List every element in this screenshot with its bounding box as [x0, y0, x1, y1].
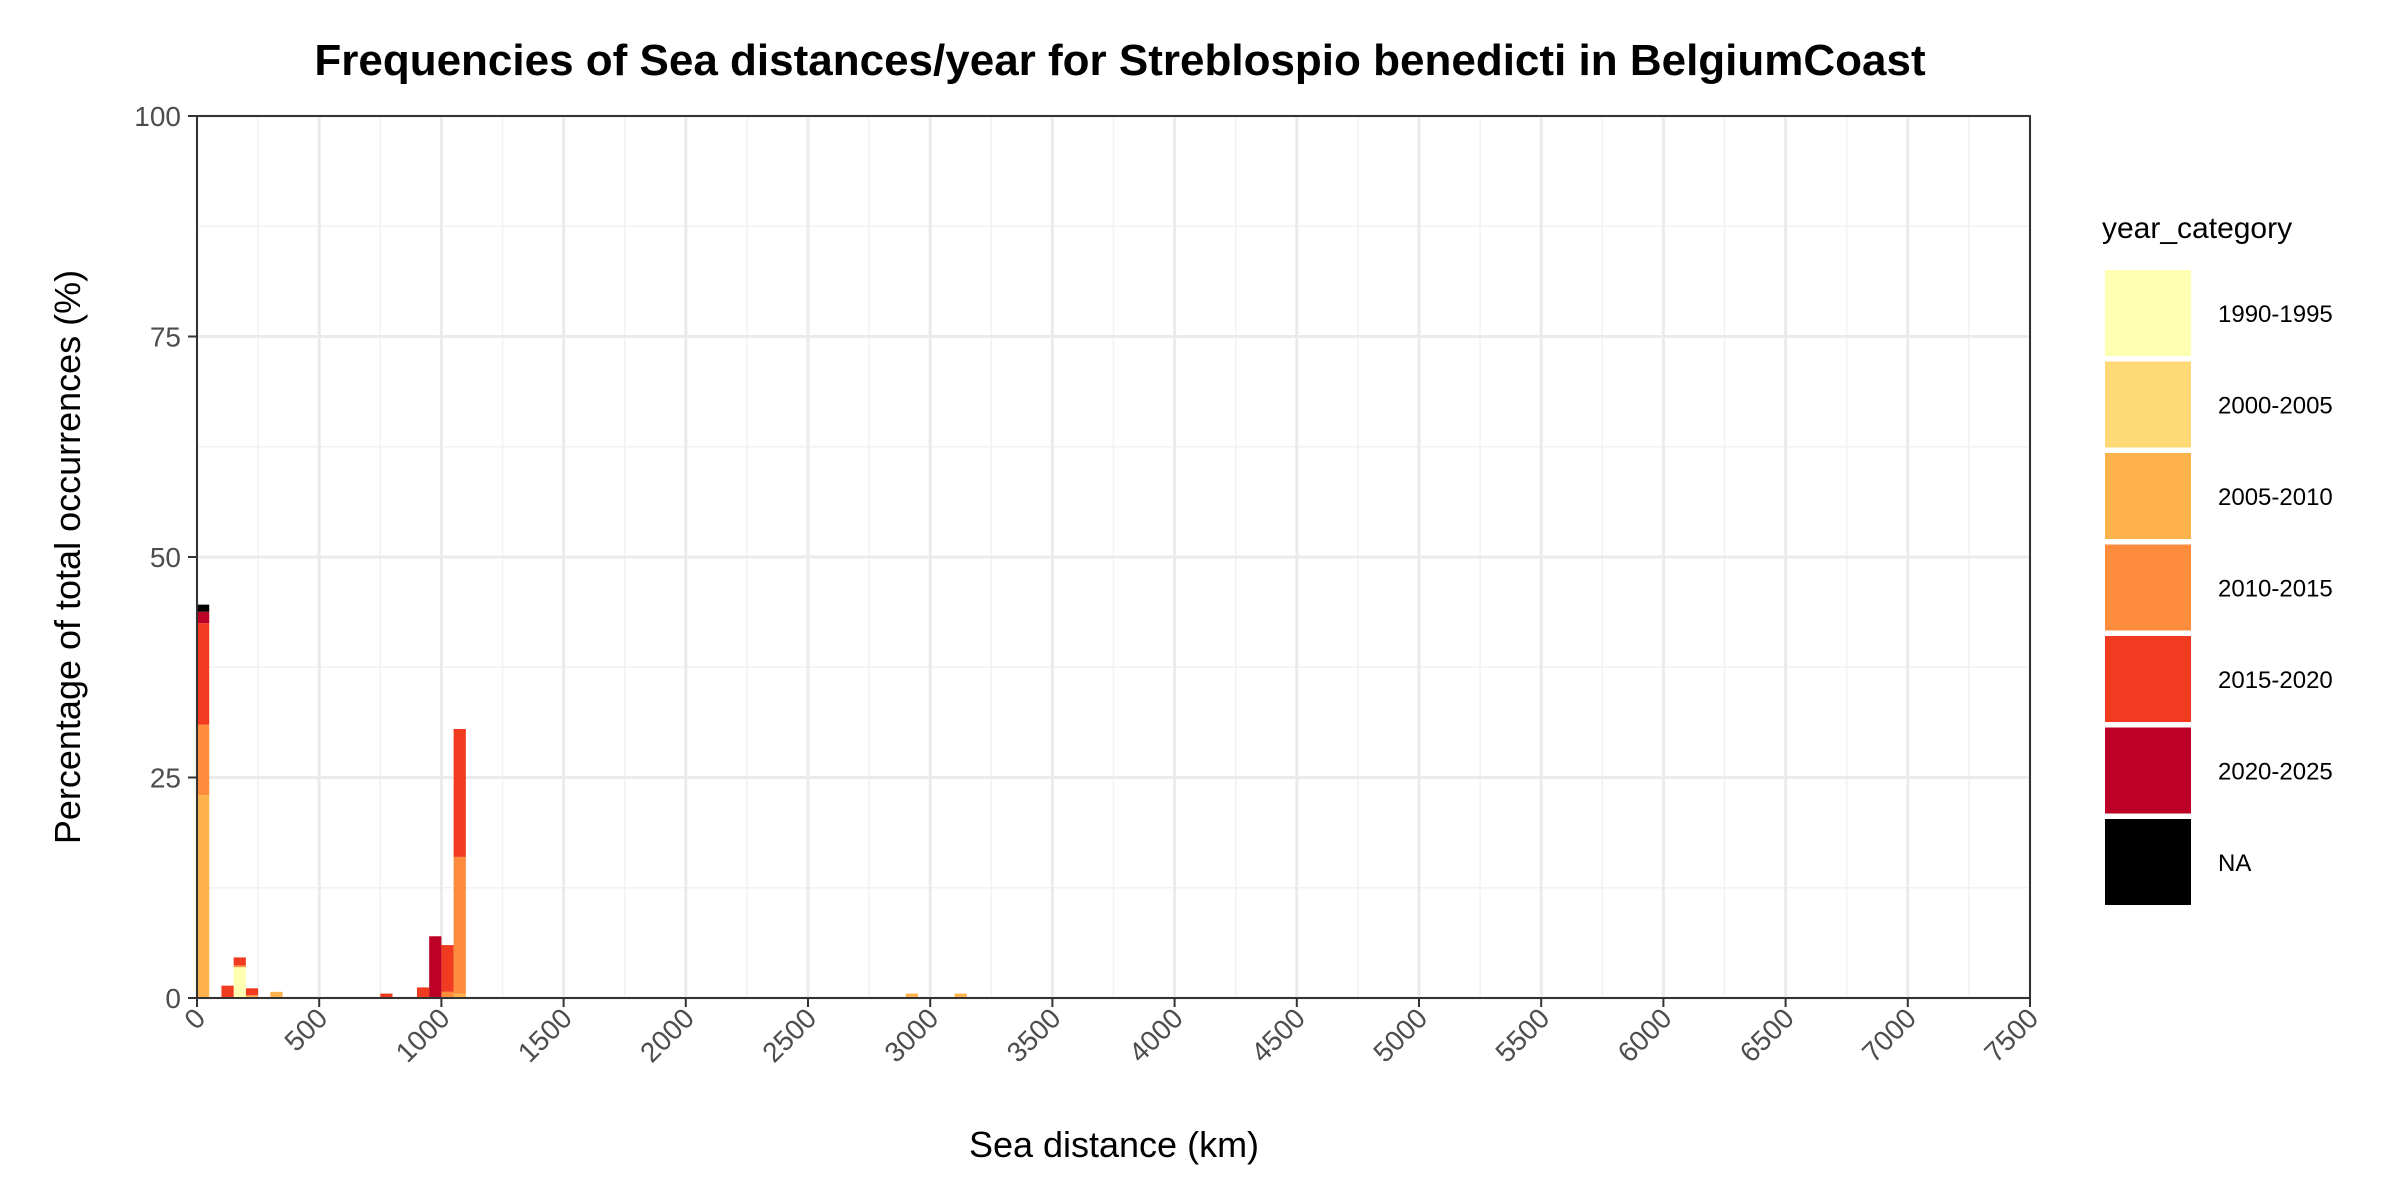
y-tick-label: 25	[150, 763, 181, 794]
bar-2010-2015-1000	[441, 991, 454, 998]
x-axis-title: Sea distance (km)	[969, 1124, 1259, 1165]
bar-2015-2020-100	[221, 985, 234, 998]
bars	[197, 604, 967, 998]
legend-label-2015-2020: 2015-2020	[2218, 667, 2333, 694]
bar-2005-2010-3100	[954, 993, 967, 998]
bar-2015-2020-150	[233, 957, 246, 966]
axis-ticks	[188, 115, 2031, 1007]
y-tick-label: 50	[150, 542, 181, 573]
y-tick-label: 0	[165, 983, 181, 1014]
bar-2015-2020-1000	[441, 945, 454, 992]
bar-2020-2025-0	[197, 611, 210, 624]
y-axis-tick-labels: 0 25 50 75 100	[134, 101, 181, 1014]
legend-label-na: NA	[2218, 850, 2251, 877]
legend-title: year_category	[2102, 212, 2292, 245]
bar-na-0	[197, 604, 210, 612]
legend-items: 1990-1995 2000-2005 2005-2010 2010-2015 2015…	[2105, 270, 2333, 905]
legend-label-2000-2005: 2000-2005	[2218, 393, 2333, 420]
bar-2005-2010-2900	[905, 993, 918, 998]
bar-2015-2020-0	[197, 623, 210, 725]
legend-key-na	[2105, 819, 2191, 905]
bar-2020-2025-950	[429, 936, 442, 998]
legend-key-2020-2025	[2105, 727, 2191, 814]
legend-key-1990-1995	[2105, 270, 2191, 356]
bar-2005-2010-300	[270, 991, 283, 998]
bar-1990-1995-150	[233, 967, 246, 998]
legend-key-2000-2005	[2105, 361, 2191, 448]
legend-label-2005-2010: 2005-2010	[2218, 484, 2333, 511]
chart-title: Frequencies of Sea distances/year for St…	[314, 36, 1926, 85]
bar-2015-2020-900	[416, 987, 430, 998]
legend-key-2010-2015	[2105, 544, 2191, 631]
bar-2015-2020-750	[380, 993, 393, 998]
bar-2005-2010-200	[245, 995, 259, 998]
legend-label-2020-2025: 2020-2025	[2218, 759, 2333, 786]
legend-label-1990-1995: 1990-1995	[2218, 301, 2333, 328]
y-tick-label: 100	[134, 101, 181, 132]
y-tick-label: 75	[150, 322, 181, 353]
bar-2010-2015-150	[233, 965, 246, 968]
legend: year_category 1990-1995 2000-2005 2005-201…	[2102, 212, 2333, 905]
bar-2010-2015-0	[197, 724, 210, 796]
bar-2015-2020-1050	[453, 728, 466, 857]
bar-2015-2020-200	[245, 988, 259, 996]
y-axis-title: Percentage of total occurrences (%)	[47, 270, 88, 844]
legend-key-2005-2010	[2105, 453, 2191, 539]
legend-label-2010-2015: 2010-2015	[2218, 576, 2333, 603]
legend-key-2015-2020	[2105, 636, 2191, 722]
bar-2005-2010-1050	[453, 993, 466, 998]
grid-lines	[195, 114, 2032, 1000]
bar-2010-2015-1050	[453, 856, 466, 994]
bar-2005-2010-0	[197, 795, 210, 998]
